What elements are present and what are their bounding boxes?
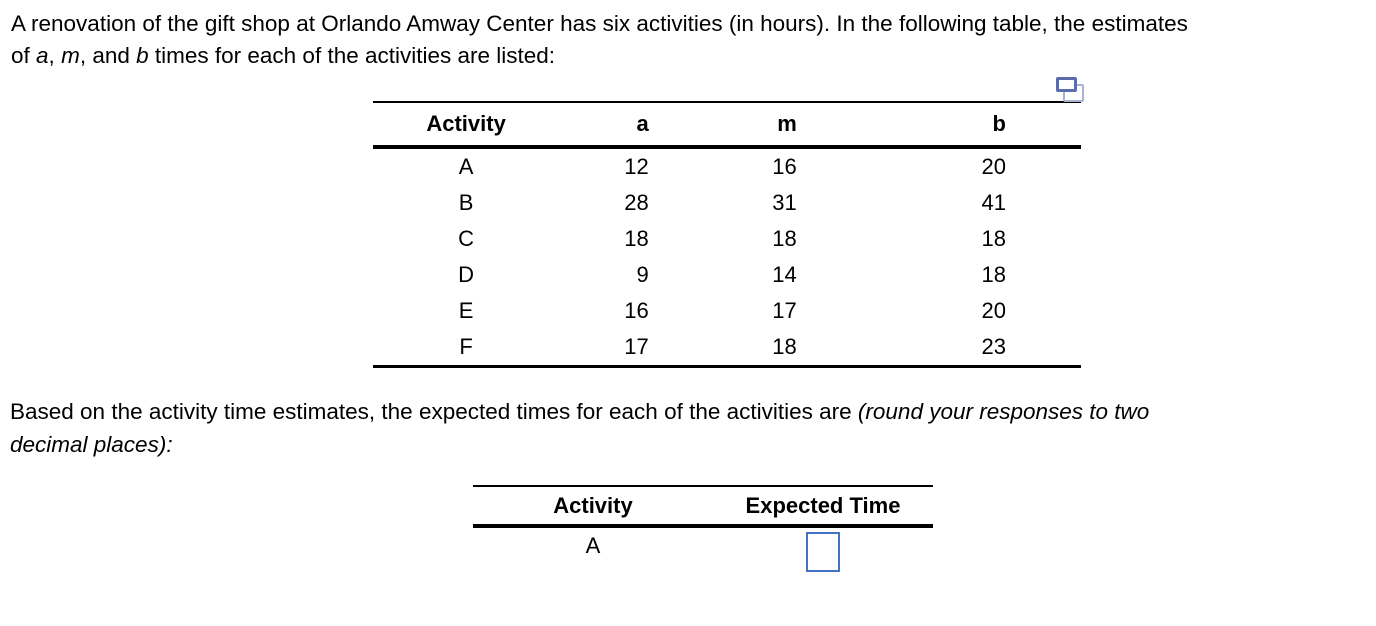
b-value-cell: 20 (981, 154, 1006, 179)
problem-statement-line-2: of a, m, and b times for each of the act… (11, 40, 1188, 72)
activity-cell: A (458, 154, 474, 179)
answer-row: A (473, 526, 933, 572)
a-value-cell: 28 (624, 190, 649, 215)
m-value-cell: 31 (772, 190, 797, 215)
variable-a-label: a (36, 43, 49, 68)
activity-cell: A (585, 533, 601, 558)
m-value-cell: 18 (772, 226, 797, 251)
activity-cell: E (458, 298, 474, 323)
b-value-cell: 23 (981, 334, 1006, 359)
a-value-cell: 16 (624, 298, 649, 323)
answer-header-row: Activity Expected Time (473, 486, 933, 526)
question-line-2: decimal places): (10, 428, 1149, 461)
table-row: C 18 18 18 (373, 221, 1081, 257)
column-header-activity: Activity (553, 492, 633, 518)
expected-time-input[interactable] (806, 532, 840, 572)
statement-text: of (11, 43, 37, 68)
a-value-cell: 17 (624, 334, 649, 359)
problem-statement: A renovation of the gift shop at Orlando… (11, 8, 1188, 72)
copy-icon-front-layer (1056, 77, 1077, 92)
question-text: Based on the activity time estimates, th… (10, 399, 858, 424)
problem-statement-line-1: A renovation of the gift shop at Orlando… (11, 8, 1188, 40)
estimates-header-row: Activity a m b (373, 102, 1081, 147)
statement-text: , (48, 43, 62, 68)
question-statement: Based on the activity time estimates, th… (10, 395, 1149, 461)
variable-m-label: m (61, 43, 80, 68)
column-header-activity: Activity (426, 111, 506, 136)
b-value-cell: 18 (981, 226, 1006, 251)
rounding-instruction: decimal places): (10, 432, 173, 457)
copy-icon[interactable] (1056, 77, 1085, 105)
column-header-expected-time: Expected Time (745, 492, 901, 518)
table-row: E 16 17 20 (373, 293, 1081, 329)
a-value-cell: 12 (624, 154, 649, 179)
b-value-cell: 20 (981, 298, 1006, 323)
activity-cell: B (458, 190, 474, 215)
column-header-a: a (636, 111, 649, 136)
activity-cell: D (458, 262, 475, 287)
activity-cell: F (459, 334, 473, 359)
column-header-b: b (992, 111, 1006, 136)
m-value-cell: 14 (772, 262, 797, 287)
activity-cell: C (458, 226, 475, 251)
table-row: A 12 16 20 (373, 147, 1081, 185)
a-value-cell: 18 (624, 226, 649, 251)
statement-text: A renovation of the gift shop at Orlando… (11, 11, 1188, 36)
rounding-instruction: (round your responses to two (857, 399, 1150, 424)
table-row: F 17 18 23 (373, 329, 1081, 367)
answer-table: Activity Expected Time A (473, 485, 933, 572)
statement-text: , and (79, 43, 137, 68)
estimates-table: Activity a m b A 12 16 20 B 28 31 41 (373, 101, 1081, 368)
m-value-cell: 18 (772, 334, 797, 359)
table-row: B 28 31 41 (373, 185, 1081, 221)
table-row: D 9 14 18 (373, 257, 1081, 293)
m-value-cell: 16 (772, 154, 797, 179)
variable-b-label: b (136, 43, 149, 68)
question-line-1: Based on the activity time estimates, th… (10, 395, 1149, 428)
statement-text: times for each of the activities are lis… (148, 43, 556, 68)
b-value-cell: 18 (981, 262, 1006, 287)
m-value-cell: 17 (772, 298, 797, 323)
a-value-cell: 9 (636, 262, 649, 287)
b-value-cell: 41 (981, 190, 1006, 215)
column-header-m: m (777, 111, 797, 136)
